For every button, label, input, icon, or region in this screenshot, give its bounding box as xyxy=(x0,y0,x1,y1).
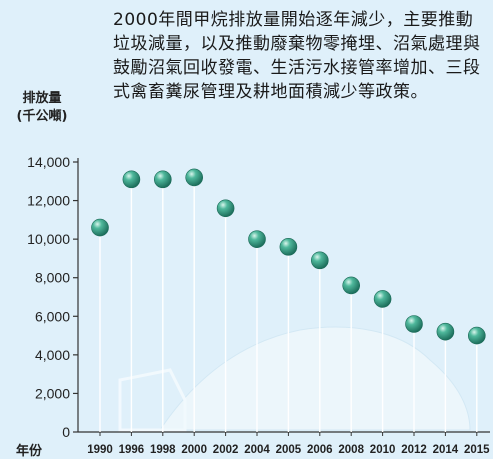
data-point xyxy=(248,230,266,248)
data-point xyxy=(467,326,486,345)
data-point xyxy=(342,276,361,295)
y-tick-label: 8,000 xyxy=(35,270,70,286)
stem-layer xyxy=(99,177,478,432)
data-point xyxy=(279,238,298,256)
point-layer xyxy=(91,168,486,345)
data-point xyxy=(185,168,203,187)
x-tick-labels: 1990 1996 1998 2000 2002 2004 2005 2006 2008 2010… xyxy=(87,444,490,456)
x-tick-label: 1996 xyxy=(119,444,145,456)
axis-layer xyxy=(73,158,490,436)
y-axis-label-line2: (千公噸) xyxy=(16,109,68,124)
x-tick-label: 2006 xyxy=(307,444,333,456)
background-landfill-illustration xyxy=(118,326,471,432)
data-point xyxy=(405,315,423,333)
y-tick-labels: 0 2,000 4,000 6,000 8,000 10,000 12,000 14,000 xyxy=(27,154,70,440)
data-point xyxy=(373,290,392,308)
x-tick-label: 1998 xyxy=(150,444,176,456)
y-axis-label: 排放量 (千公噸) xyxy=(12,90,72,126)
y-tick-label: 2,000 xyxy=(35,385,70,401)
x-tick-label: 2012 xyxy=(401,444,427,456)
y-tick-label: 12,000 xyxy=(27,193,70,209)
y-tick-label: 14,000 xyxy=(27,154,70,170)
x-tick-label: 2015 xyxy=(464,444,490,456)
data-point xyxy=(310,251,329,270)
y-tick-label: 4,000 xyxy=(35,347,70,363)
x-tick-label: 2008 xyxy=(338,444,364,456)
x-tick-label: 2005 xyxy=(276,444,302,456)
y-axis-label-line1: 排放量 xyxy=(22,91,62,106)
x-tick-label: 2002 xyxy=(213,444,239,456)
y-tick-label: 6,000 xyxy=(35,308,70,324)
x-axis-label: 年份 xyxy=(16,444,43,459)
data-point xyxy=(91,218,109,237)
x-tick-label: 2000 xyxy=(181,444,207,456)
x-tick-label: 2014 xyxy=(433,444,459,456)
x-tick-label: 1990 xyxy=(87,444,113,456)
data-point xyxy=(436,322,455,341)
x-tick-label: 2010 xyxy=(370,444,396,456)
chart-annotation: 2000年間甲烷排放量開始逐年減少，主要推動垃圾減量，以及推動廢棄物零掩埋、沼氣… xyxy=(113,10,481,102)
data-point xyxy=(122,170,141,189)
y-tick-label: 0 xyxy=(62,424,70,440)
data-point xyxy=(216,199,235,218)
data-point xyxy=(154,170,172,189)
y-tick-label: 10,000 xyxy=(27,231,70,247)
x-tick-label: 2004 xyxy=(244,444,270,456)
